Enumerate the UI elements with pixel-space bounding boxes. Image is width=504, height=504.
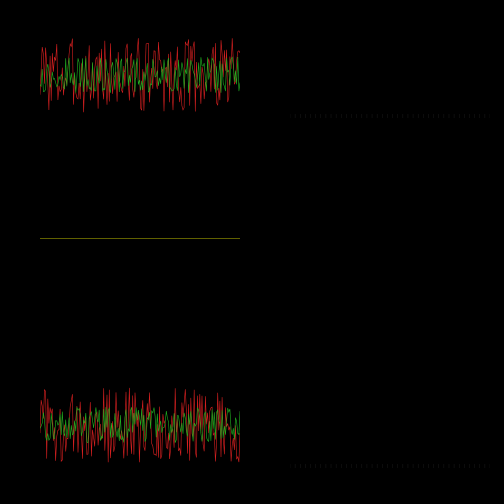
bot-left-plot [40, 380, 240, 470]
bottom-ticks [290, 114, 490, 118]
bottom-ticks [290, 464, 490, 468]
top-left-plot [40, 30, 240, 120]
panel-bot-right [290, 380, 490, 470]
mid-right-plot [290, 200, 490, 270]
bot-right-plot [290, 380, 490, 470]
panel-top-left [40, 30, 240, 120]
panel-mid-right [290, 200, 490, 270]
panel-bot-left [40, 380, 240, 470]
top-right-plot [290, 30, 490, 120]
mid-left-plot [40, 200, 240, 270]
panel-top-right [290, 30, 490, 120]
panel-mid-left [40, 200, 240, 270]
